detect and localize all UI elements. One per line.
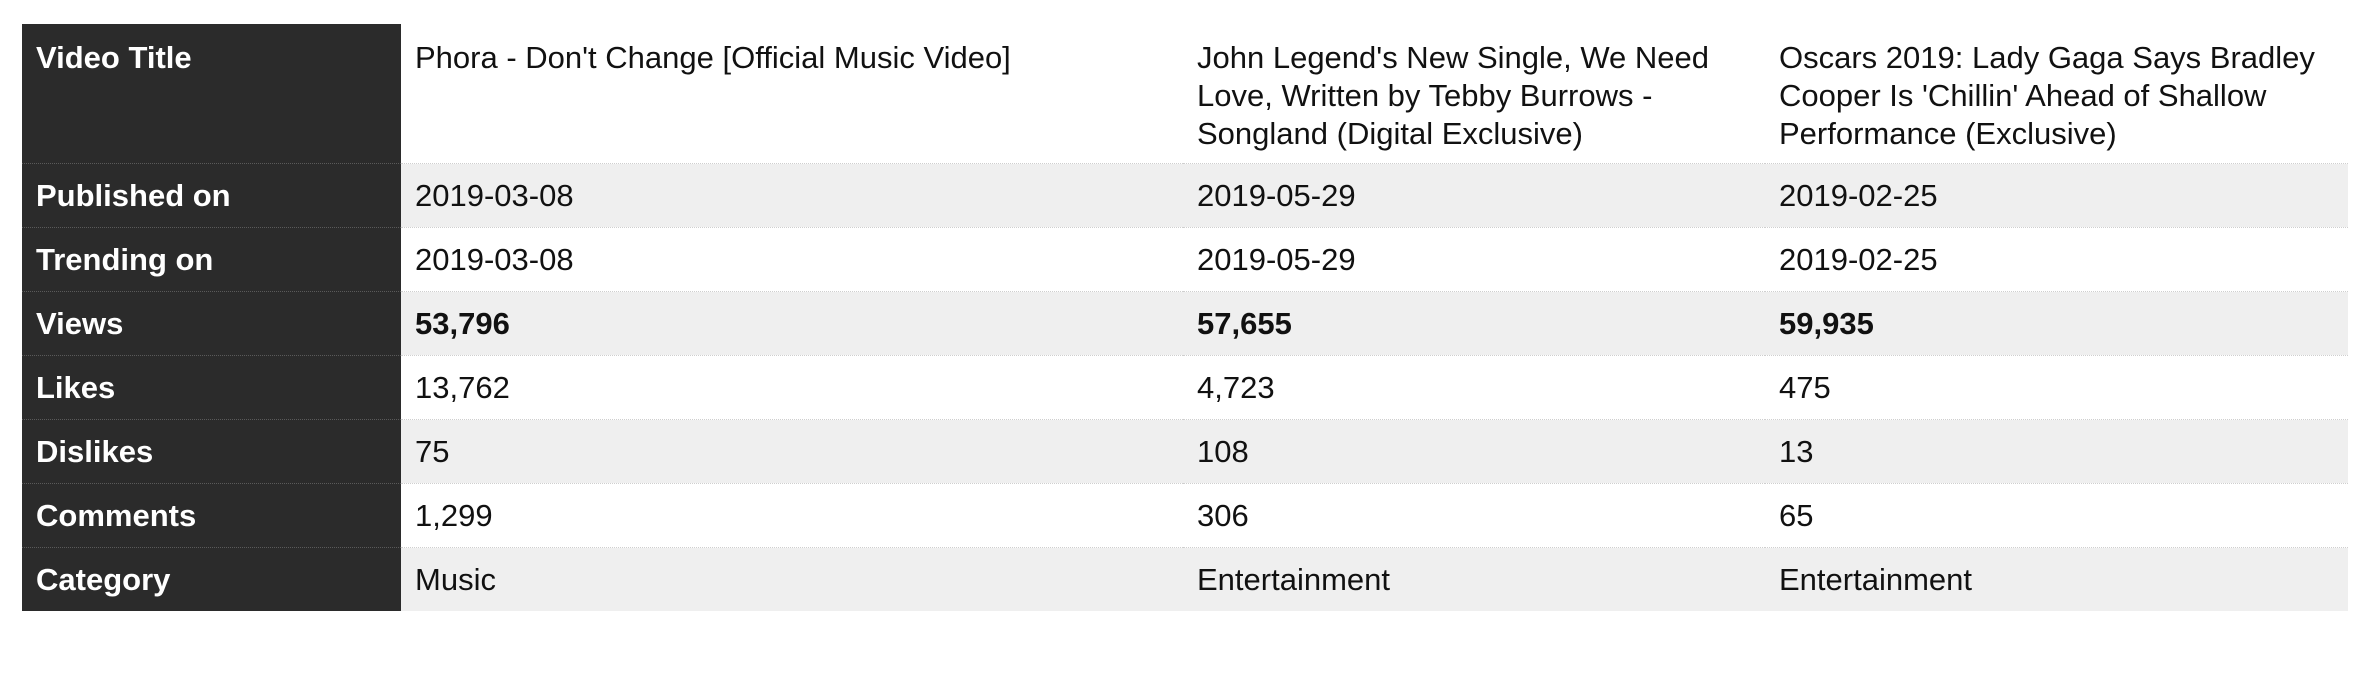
cell-video-1-dislikes: 75 (401, 419, 1183, 484)
cell-video-1-published: 2019-03-08 (401, 163, 1183, 228)
video-comparison-table: Video Title Phora - Don't Change [Offici… (22, 24, 2348, 611)
cell-video-1-likes: 13,762 (401, 355, 1183, 420)
cell-video-3-dislikes: 13 (1765, 419, 2348, 484)
row-header-published-on: Published on (22, 163, 401, 228)
table-row-likes: Likes 13,762 4,723 475 (22, 355, 2348, 420)
cell-video-3-category: Entertainment (1765, 547, 2348, 611)
table-row-category: Category Music Entertainment Entertainme… (22, 547, 2348, 611)
cell-video-2-likes: 4,723 (1183, 355, 1765, 420)
cell-video-1-category: Music (401, 547, 1183, 611)
cell-video-2-dislikes: 108 (1183, 419, 1765, 484)
table-row-video-title: Video Title Phora - Don't Change [Offici… (22, 24, 2348, 164)
cell-video-3-title: Oscars 2019: Lady Gaga Says Bradley Coop… (1765, 24, 2348, 164)
cell-video-3-published: 2019-02-25 (1765, 163, 2348, 228)
table-row-views: Views 53,796 57,655 59,935 (22, 291, 2348, 356)
video-comparison-table-container: Video Title Phora - Don't Change [Offici… (22, 24, 2348, 611)
cell-video-2-title: John Legend's New Single, We Need Love, … (1183, 24, 1765, 164)
cell-video-1-views: 53,796 (401, 291, 1183, 356)
row-header-category: Category (22, 547, 401, 611)
table-row-comments: Comments 1,299 306 65 (22, 483, 2348, 548)
cell-video-2-category: Entertainment (1183, 547, 1765, 611)
cell-video-2-published: 2019-05-29 (1183, 163, 1765, 228)
row-header-dislikes: Dislikes (22, 419, 401, 484)
cell-video-3-views: 59,935 (1765, 291, 2348, 356)
row-header-comments: Comments (22, 483, 401, 548)
row-header-video-title: Video Title (22, 24, 401, 164)
cell-video-3-comments: 65 (1765, 483, 2348, 548)
table-row-trending-on: Trending on 2019-03-08 2019-05-29 2019-0… (22, 227, 2348, 292)
row-header-likes: Likes (22, 355, 401, 420)
table-row-dislikes: Dislikes 75 108 13 (22, 419, 2348, 484)
cell-video-3-likes: 475 (1765, 355, 2348, 420)
cell-video-1-trending: 2019-03-08 (401, 227, 1183, 292)
cell-video-2-views: 57,655 (1183, 291, 1765, 356)
cell-video-2-trending: 2019-05-29 (1183, 227, 1765, 292)
table-row-published-on: Published on 2019-03-08 2019-05-29 2019-… (22, 163, 2348, 228)
row-header-views: Views (22, 291, 401, 356)
cell-video-3-trending: 2019-02-25 (1765, 227, 2348, 292)
cell-video-1-title: Phora - Don't Change [Official Music Vid… (401, 24, 1183, 164)
cell-video-2-comments: 306 (1183, 483, 1765, 548)
cell-video-1-comments: 1,299 (401, 483, 1183, 548)
row-header-trending-on: Trending on (22, 227, 401, 292)
